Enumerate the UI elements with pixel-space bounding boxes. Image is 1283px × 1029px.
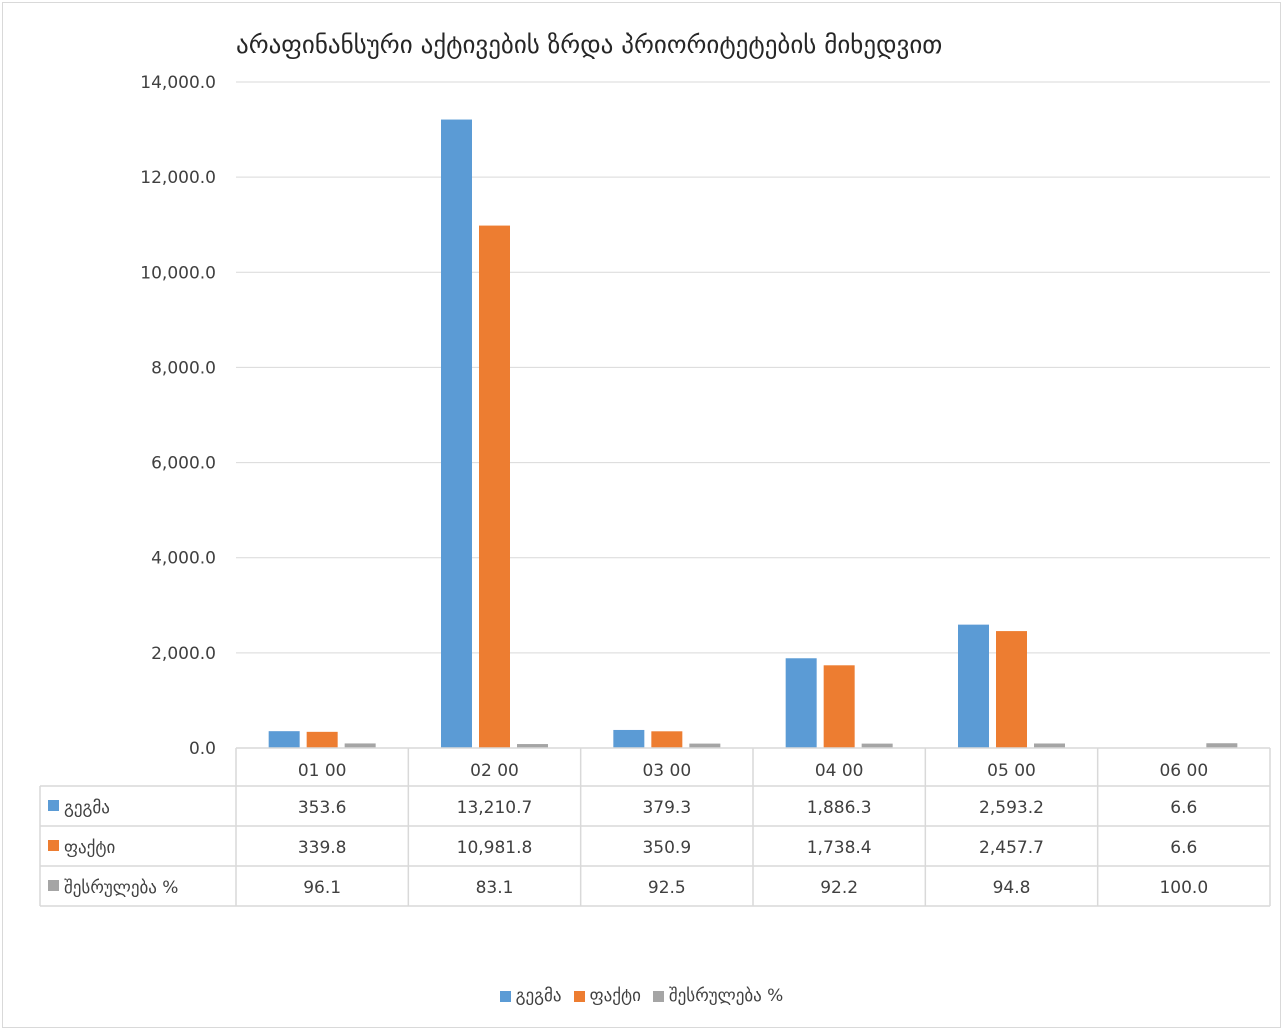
data-table-value: 1,886.3 <box>807 798 872 818</box>
bar-0100-series-0 <box>268 731 300 748</box>
data-table-value: 94.8 <box>993 878 1031 898</box>
bar-0200-series-1 <box>479 225 510 748</box>
bar-0400-series-1 <box>823 665 855 748</box>
x-tick-label: 06 00 <box>1159 761 1208 781</box>
data-table-value: 339.8 <box>298 838 347 858</box>
chart-title: არაფინანსური აქტივების ზრდა პრიორიტეტები… <box>236 30 943 59</box>
data-table-value: 6.6 <box>1170 838 1197 858</box>
bar-0200-series-0 <box>441 119 472 749</box>
data-table-value: 1,738.4 <box>807 838 872 858</box>
bar-0100-series-2 <box>344 743 376 748</box>
bar-0500-series-1 <box>996 631 1027 748</box>
table-series-name: ფაქტი <box>64 838 115 858</box>
legend-label: ფაქტი <box>589 986 641 1006</box>
legend-item: გეგმა <box>499 986 562 1006</box>
legend-swatch <box>652 990 664 1002</box>
bar-0500-series-2 <box>1034 743 1065 748</box>
bar-0300-series-2 <box>689 743 721 748</box>
y-tick-label: 6,000.0 <box>151 454 216 474</box>
data-table-value: 2,593.2 <box>979 798 1044 818</box>
table-series-swatch <box>48 800 59 811</box>
x-tick-label: 03 00 <box>642 761 691 781</box>
bar-0400-series-2 <box>861 743 893 748</box>
bar-0300-series-1 <box>651 731 683 748</box>
table-series-name: გეგმა <box>64 798 110 818</box>
y-tick-label: 12,000.0 <box>140 168 216 188</box>
legend-label: შესრულება % <box>668 986 784 1006</box>
data-table-value: 13,210.7 <box>457 798 533 818</box>
legend-label: გეგმა <box>515 986 562 1006</box>
y-tick-label: 10,000.0 <box>140 263 216 283</box>
bar-0200-series-2 <box>517 744 548 748</box>
table-series-swatch <box>48 840 59 851</box>
data-table-value: 10,981.8 <box>457 838 533 858</box>
data-table-value: 83.1 <box>476 878 514 898</box>
legend-item: ფაქტი <box>573 986 641 1006</box>
legend-swatch <box>573 990 585 1002</box>
legend: გეგმა ფაქტი შესრულება % <box>0 986 1283 1006</box>
data-table-value: 92.5 <box>648 878 686 898</box>
x-tick-label: 01 00 <box>298 761 347 781</box>
data-table-value: 100.0 <box>1159 878 1208 898</box>
x-tick-label: 02 00 <box>470 761 519 781</box>
table-series-swatch <box>48 880 59 891</box>
y-tick-label: 2,000.0 <box>151 644 216 664</box>
y-tick-label: 0.0 <box>189 739 216 759</box>
bar-0100-series-1 <box>306 731 338 748</box>
y-tick-label: 8,000.0 <box>151 358 216 378</box>
bar-0600-series-2 <box>1206 743 1238 748</box>
y-tick-label: 14,000.0 <box>140 73 216 93</box>
data-table-value: 2,457.7 <box>979 838 1044 858</box>
data-table-value: 379.3 <box>642 798 691 818</box>
x-tick-label: 05 00 <box>987 761 1036 781</box>
data-table-value: 353.6 <box>298 798 347 818</box>
x-tick-label: 04 00 <box>815 761 864 781</box>
y-tick-label: 4,000.0 <box>151 549 216 569</box>
legend-item: შესრულება % <box>652 986 784 1006</box>
bar-0400-series-0 <box>785 658 817 748</box>
data-table-value: 6.6 <box>1170 798 1197 818</box>
bar-0500-series-0 <box>958 624 989 748</box>
bar-0300-series-0 <box>613 729 645 748</box>
data-table-value: 96.1 <box>303 878 341 898</box>
data-table-value: 350.9 <box>642 838 691 858</box>
legend-swatch <box>499 990 511 1002</box>
table-series-name: შესრულება % <box>64 878 178 898</box>
data-table-value: 92.2 <box>820 878 858 898</box>
